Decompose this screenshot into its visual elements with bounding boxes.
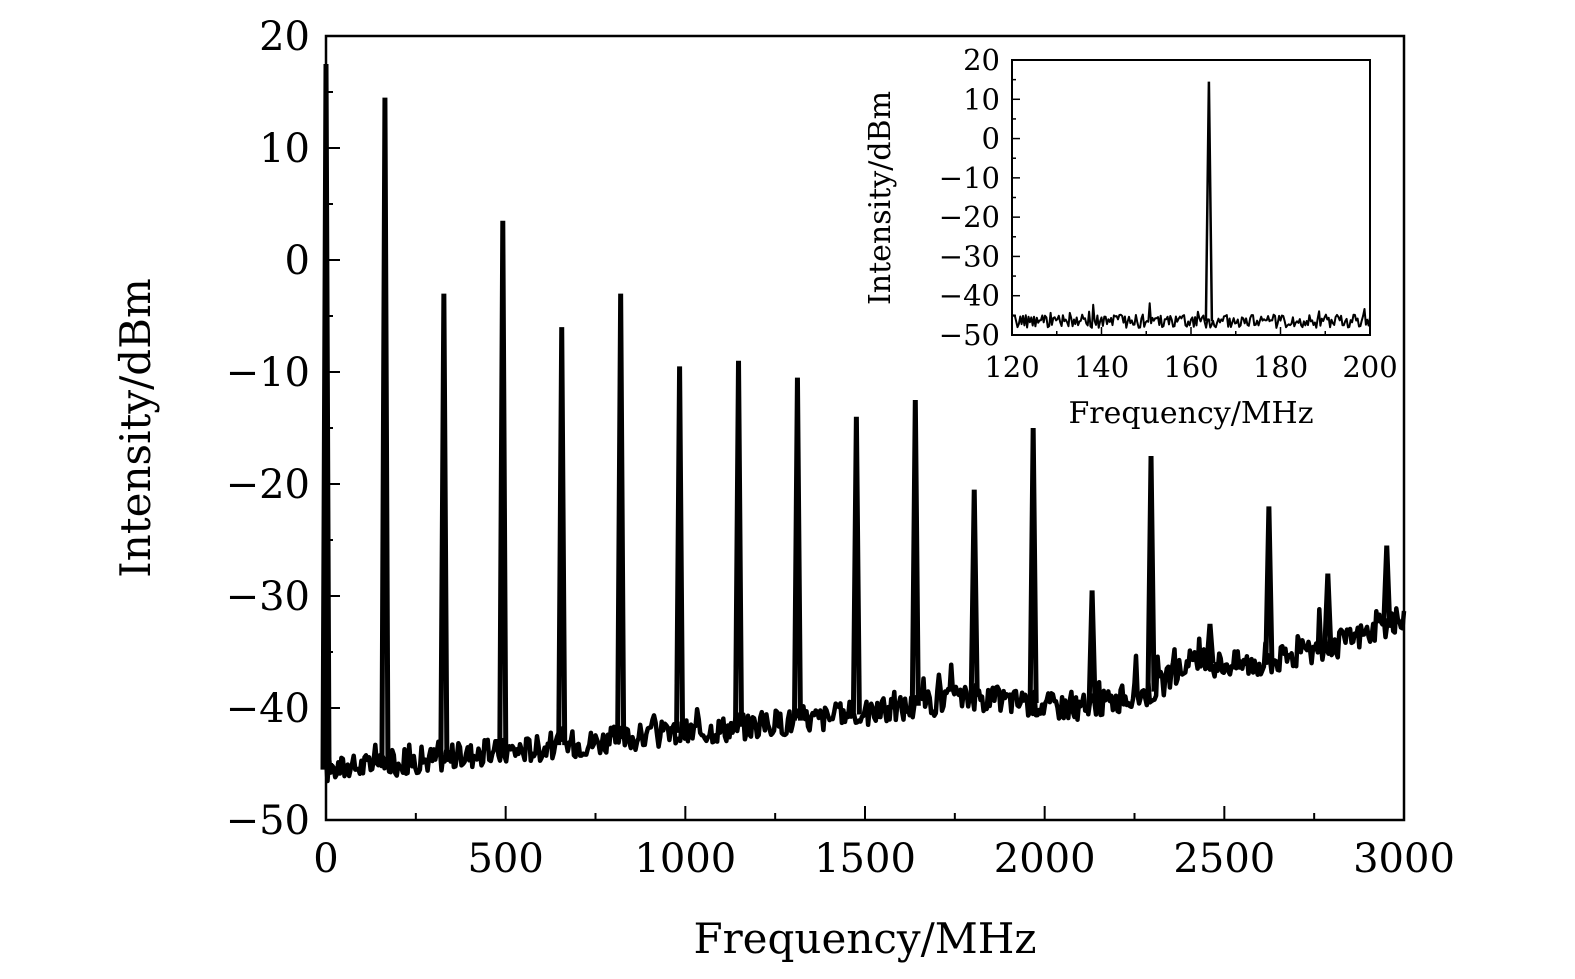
inset-y-tick-label-2: 0 — [982, 122, 1000, 156]
main-y-tick-label-7: −50 — [226, 798, 310, 844]
inset-spectrum-trace — [1011, 302, 1371, 329]
inset-chart: 120 140 160 180 200 20 10 0 −10 −20 −30 −40 −50 Freq… — [863, 43, 1398, 431]
main-y-tick-label-6: −40 — [226, 686, 310, 732]
inset-y-tick-label-4: −20 — [939, 200, 1000, 234]
main-x-axis-title: Frequency/MHz — [693, 914, 1036, 963]
inset-x-axis-title: Frequency/MHz — [1068, 396, 1313, 431]
main-peak-4 — [556, 327, 568, 746]
inset-y-tick-label-7: −50 — [939, 318, 1000, 352]
inset-y-tick-label-3: −10 — [939, 161, 1000, 195]
main-peak-16 — [1263, 506, 1275, 662]
main-y-tick-label-0: 20 — [259, 14, 310, 60]
main-peak-11 — [968, 489, 980, 697]
main-y-axis-title: Intensity/dBm — [111, 278, 160, 578]
inset-peak-0 — [1204, 81, 1214, 322]
inset-y-tick-label-0: 20 — [963, 43, 1000, 77]
main-spectrum-trace — [323, 606, 1407, 784]
main-peak-14 — [1145, 455, 1157, 692]
main-peak-12 — [1027, 427, 1039, 704]
main-peak-6 — [674, 366, 686, 733]
main-y-tick-label-2: 0 — [285, 238, 310, 284]
main-x-tick-label-1: 500 — [467, 836, 543, 882]
main-peak-5 — [615, 293, 627, 740]
main-peak-8 — [791, 377, 803, 721]
inset-x-tick-label-0: 120 — [984, 350, 1039, 384]
inset-tick-group: 120 140 160 180 200 20 10 0 −10 −20 −30 −40 −50 — [939, 43, 1398, 384]
main-y-tick-label-3: −10 — [226, 350, 310, 396]
inset-x-tick-label-4: 200 — [1342, 350, 1397, 384]
inset-y-tick-label-1: 10 — [963, 82, 1000, 116]
inset-x-tick-label-2: 160 — [1163, 350, 1218, 384]
main-y-tick-label-1: 10 — [259, 126, 310, 172]
main-peak-3 — [497, 220, 509, 752]
inset-y-axis-title: Intensity/dBm — [863, 91, 898, 305]
main-peak-13 — [1086, 590, 1098, 706]
main-peak-15 — [1204, 623, 1216, 664]
inset-plot-frame — [1011, 59, 1371, 336]
inset-x-tick-label-1: 140 — [1074, 350, 1129, 384]
main-y-tick-label-4: −20 — [226, 462, 310, 508]
main-chart: 0 500 1000 1500 2000 2500 300020100−10−20−30−4… — [111, 14, 1455, 963]
main-peak-18 — [1381, 545, 1393, 626]
main-peak-1 — [379, 97, 391, 764]
main-peak-9 — [850, 416, 862, 715]
main-tick-group: 0 500 1000 1500 2000 2500 300020100−10−20−30−4… — [226, 14, 1455, 882]
main-y-tick-label-5: −30 — [226, 574, 310, 620]
main-x-tick-label-2: 1000 — [634, 836, 736, 882]
main-peak-10 — [909, 399, 921, 706]
main-x-tick-label-6: 3000 — [1353, 836, 1455, 882]
inset-peak-group — [1204, 81, 1214, 322]
main-peak-7 — [733, 360, 745, 727]
main-x-tick-label-0: 0 — [313, 836, 338, 882]
main-peak-17 — [1322, 573, 1334, 648]
main-x-tick-label-5: 2500 — [1173, 836, 1275, 882]
inset-x-tick-label-3: 180 — [1253, 350, 1308, 384]
main-peak-group — [320, 63, 1393, 770]
inset-y-tick-label-5: −30 — [939, 239, 1000, 273]
main-peak-2 — [438, 293, 450, 758]
main-x-tick-label-4: 2000 — [994, 836, 1096, 882]
inset-y-tick-label-6: −40 — [939, 279, 1000, 313]
main-x-tick-label-3: 1500 — [814, 836, 916, 882]
